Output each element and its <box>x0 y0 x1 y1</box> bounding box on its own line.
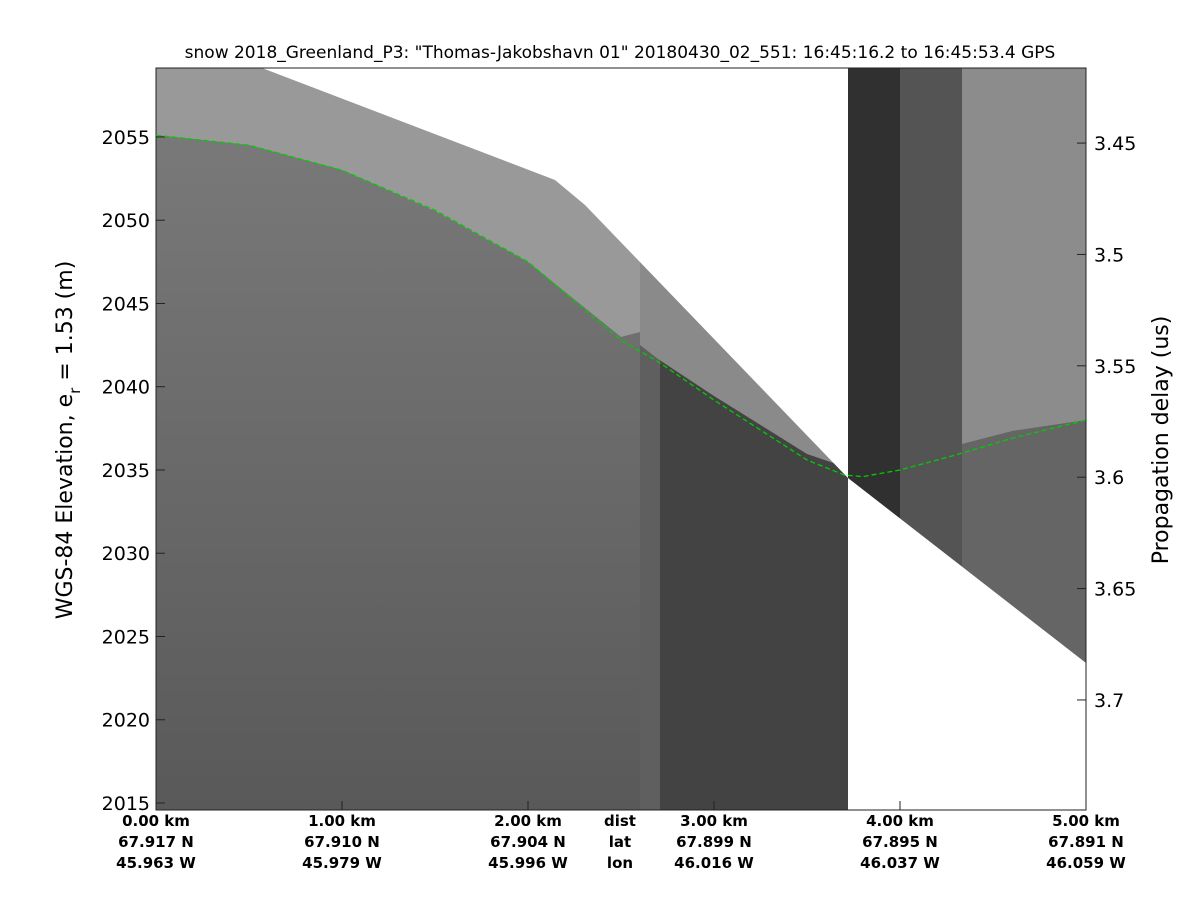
plot-frame <box>155 67 1087 811</box>
y2-tick-label: 3.45 <box>1094 133 1136 155</box>
x-lon-label: 45.963 W <box>116 854 196 872</box>
echogram-blank <box>262 68 848 478</box>
x-lon-label: 46.059 W <box>1046 854 1126 872</box>
x-tick-label: 5.00 km <box>1052 812 1120 830</box>
x-lat-label: 67.891 N <box>1048 833 1124 851</box>
x-lon-label: 45.996 W <box>488 854 568 872</box>
y-axis-label-part: = 1.53 (m) <box>53 261 78 388</box>
y-tick-label: 2055 <box>102 127 150 149</box>
x-lat-label: 67.917 N <box>118 833 194 851</box>
y-tick-label: 2045 <box>102 293 150 315</box>
echogram <box>156 68 1086 810</box>
y2-tick-label: 3.7 <box>1094 690 1124 712</box>
x-tick-label: 4.00 km <box>866 812 934 830</box>
x-tick-label: 0.00 km <box>122 812 190 830</box>
y2-tick-label: 3.6 <box>1094 467 1124 489</box>
y2-axis-label: Propagation delay (us) <box>1149 316 1174 565</box>
surface-line <box>155 134 1087 478</box>
x-lat-label: 67.899 N <box>676 833 752 851</box>
x-lon-label: 45.979 W <box>302 854 382 872</box>
x-lat-label: 67.904 N <box>490 833 566 851</box>
y2-tick-label: 3.65 <box>1094 579 1136 601</box>
y-tick-label: 2025 <box>102 626 150 648</box>
y-axis-label: WGS-84 Elevation, er = 1.53 (m) <box>53 261 84 620</box>
echogram-upper <box>962 68 1086 444</box>
y-axis-label-part: r <box>66 387 84 394</box>
x-lon-label: 46.016 W <box>674 854 754 872</box>
y-tick-label: 2020 <box>102 710 150 732</box>
x-lon-label: 46.037 W <box>860 854 940 872</box>
y-tick-label: 2030 <box>102 543 150 565</box>
echogram-blank <box>848 478 1086 810</box>
y-tick-label: 2050 <box>102 210 150 232</box>
x-lat-label: 67.895 N <box>862 833 938 851</box>
y2-tick-label: 3.5 <box>1094 244 1124 266</box>
x-lat-label: 67.910 N <box>304 833 380 851</box>
chart-title: snow 2018_Greenland_P3: "Thomas-Jakobsha… <box>185 43 1056 63</box>
x-tick-label: 3.00 km <box>680 812 748 830</box>
y-tick-label: 2035 <box>102 460 150 482</box>
y-tick-label: 2040 <box>102 377 150 399</box>
x-tick-label: 1.00 km <box>308 812 376 830</box>
x-row-label: lon <box>607 854 633 872</box>
x-row-label: dist <box>604 812 636 830</box>
y2-tick-label: 3.55 <box>1094 356 1136 378</box>
y-axis-label-part: WGS-84 Elevation, e <box>53 394 78 619</box>
x-tick-label: 2.00 km <box>494 812 562 830</box>
y-tick-label: 2015 <box>102 793 150 815</box>
x-row-label: lat <box>609 833 631 851</box>
